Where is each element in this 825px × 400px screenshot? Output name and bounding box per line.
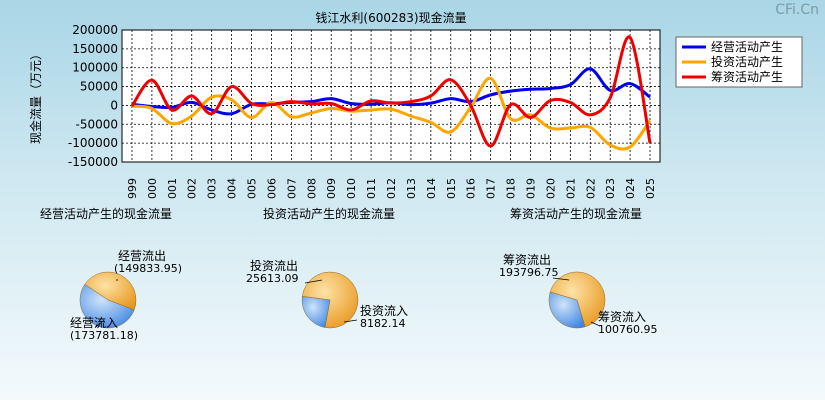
y-tick-label: -100000	[68, 136, 118, 150]
x-tick-label: 2009	[325, 178, 338, 200]
leader-line	[590, 321, 601, 327]
x-tick-label: 2025	[644, 178, 657, 200]
x-tick-label: 2008	[305, 178, 318, 200]
leader-line	[304, 279, 323, 284]
pie-slice-value: (173781.18)	[70, 329, 138, 342]
x-tick-label: 2019	[524, 178, 537, 200]
leader-line	[552, 277, 570, 281]
x-tick-label: 2005	[246, 178, 259, 200]
line-chart: 钱江水利(600283)现金流量 200000 150000 100000 50000 0…	[28, 10, 803, 200]
pie-slice-label: 筹资流入	[598, 310, 646, 324]
x-tick-label: 2021	[564, 178, 577, 200]
x-tick-label: 2007	[285, 178, 298, 200]
pie-title-financing: 筹资活动产生的现金流量	[510, 207, 643, 221]
x-tick-label: 2013	[405, 178, 418, 200]
pie-title-investing: 投资活动产生的现金流量	[263, 207, 396, 221]
y-tick-label: 150000	[72, 42, 118, 56]
pie-slice-value: 8182.14	[360, 317, 406, 330]
legend-label: 投资活动产生	[711, 54, 783, 69]
pie-slice-value: 100760.95	[598, 323, 658, 336]
y-tick-label: -150000	[68, 155, 118, 169]
pie-slice	[84, 271, 137, 311]
x-tick-label: 2006	[265, 178, 278, 200]
leader-line	[343, 319, 358, 323]
y-tick-label: 50000	[80, 80, 118, 94]
pie-slice-label: 投资流入	[360, 303, 408, 318]
pie-slice-label: 经营流入	[70, 316, 118, 330]
x-tick-label: 2022	[584, 178, 597, 200]
pie-slice-value: (149833.95)	[114, 262, 182, 275]
pie-slice-value: 25613.09	[246, 272, 299, 285]
y-tick-label: 200000	[72, 23, 118, 37]
x-tick-label: 2017	[485, 178, 498, 200]
pie-slice-value: 193796.75	[499, 266, 559, 279]
x-tick-label: 2018	[505, 178, 518, 200]
y-tick-label: 0	[110, 98, 118, 112]
y-tick-label: 100000	[72, 61, 118, 75]
leader-line	[95, 321, 103, 328]
pie-slice	[79, 283, 135, 329]
series-line-1	[131, 76, 652, 151]
pie-slice	[548, 291, 586, 329]
pie-charts: 经营流出(149833.95) 经营流入(173781.18) 投资流出25613.…	[70, 249, 658, 342]
x-tick-label: 2003	[206, 178, 219, 200]
x-tick-label: 2015	[445, 178, 458, 200]
pie-title-operating: 经营活动产生的现金流量	[40, 207, 173, 221]
legend-label: 经营活动产生	[711, 40, 783, 54]
pie-slice-label: 投资流出	[250, 258, 298, 273]
x-tick-label: 2010	[345, 178, 358, 200]
x-tick-label: 2020	[544, 178, 557, 200]
x-tick-label: 2016	[465, 178, 478, 200]
x-tick-label: 2014	[425, 178, 438, 200]
x-tick-label: 2002	[186, 178, 199, 200]
chart-title: 钱江水利(600283)现金流量	[315, 10, 466, 25]
x-tick-label: 2023	[604, 178, 617, 200]
x-tick-label: 2004	[226, 178, 239, 200]
x-tick-label: 2000	[146, 178, 159, 200]
x-tick-label: 2011	[365, 178, 378, 200]
pie-slice	[301, 296, 331, 328]
x-tick-label: 2012	[385, 178, 398, 200]
pie-slice-label: 经营流出	[118, 249, 166, 263]
x-tick-label: 2001	[166, 178, 179, 200]
pie-slice	[549, 271, 606, 328]
legend-label: 筹资活动产生	[711, 70, 783, 84]
y-tick-label: -50000	[75, 117, 118, 131]
series-line-2	[130, 35, 652, 148]
pie-slice-label: 筹资流出	[503, 253, 551, 267]
x-tick-label: 2024	[624, 178, 637, 200]
y-axis-label: 现金流量（万元）	[28, 48, 43, 144]
x-tick-label: 1999	[126, 178, 139, 200]
watermark: CFi.Cn	[775, 2, 819, 18]
